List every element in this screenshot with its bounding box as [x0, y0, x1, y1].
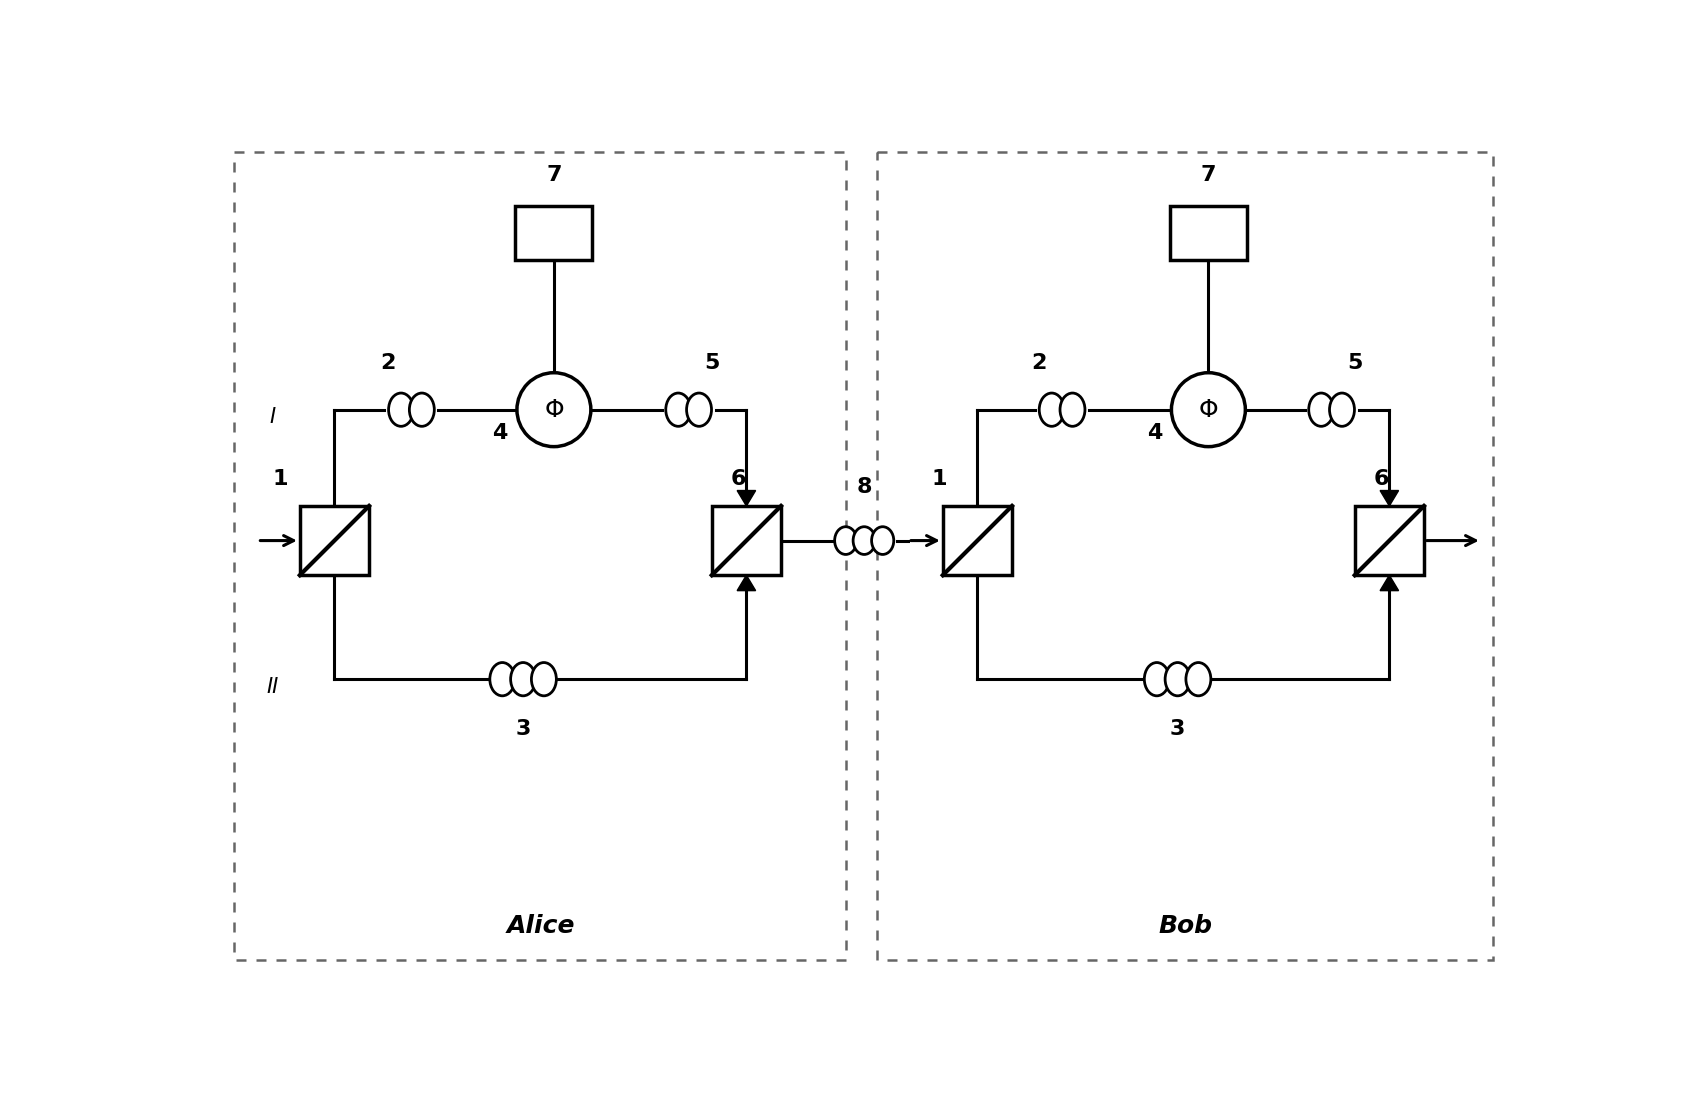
- Bar: [1355, 506, 1424, 575]
- Text: II: II: [267, 677, 278, 697]
- Text: 1: 1: [931, 469, 946, 489]
- Text: 4: 4: [1147, 423, 1162, 443]
- Ellipse shape: [489, 662, 515, 696]
- Text: 3: 3: [1169, 719, 1186, 740]
- Bar: [943, 506, 1012, 575]
- Ellipse shape: [1309, 393, 1334, 426]
- Bar: [1169, 205, 1247, 259]
- Ellipse shape: [687, 393, 712, 426]
- Ellipse shape: [388, 393, 413, 426]
- Ellipse shape: [872, 527, 894, 554]
- Polygon shape: [1380, 490, 1399, 506]
- Ellipse shape: [410, 393, 434, 426]
- Ellipse shape: [511, 662, 535, 696]
- Polygon shape: [737, 575, 756, 591]
- Text: 6: 6: [730, 469, 746, 489]
- Ellipse shape: [531, 662, 557, 696]
- Text: 8: 8: [857, 477, 872, 497]
- Ellipse shape: [854, 527, 876, 554]
- Text: 6: 6: [1373, 469, 1390, 489]
- Text: 3: 3: [516, 719, 531, 740]
- Circle shape: [1171, 373, 1245, 447]
- Ellipse shape: [1039, 393, 1064, 426]
- Text: 7: 7: [1201, 164, 1216, 184]
- Text: 2: 2: [381, 353, 396, 373]
- Ellipse shape: [666, 393, 690, 426]
- Ellipse shape: [1329, 393, 1355, 426]
- Ellipse shape: [835, 527, 857, 554]
- Ellipse shape: [1144, 662, 1169, 696]
- Text: 4: 4: [493, 423, 508, 443]
- Bar: [300, 506, 369, 575]
- Text: $\Phi$: $\Phi$: [543, 397, 563, 422]
- Text: Alice: Alice: [506, 914, 575, 937]
- Text: 7: 7: [547, 164, 562, 184]
- Text: 5: 5: [703, 353, 719, 373]
- Text: Bob: Bob: [1159, 914, 1213, 937]
- Text: $\Phi$: $\Phi$: [1198, 397, 1218, 422]
- Ellipse shape: [1186, 662, 1211, 696]
- Polygon shape: [737, 490, 756, 506]
- Ellipse shape: [1059, 393, 1085, 426]
- Circle shape: [516, 373, 590, 447]
- Text: 2: 2: [1031, 353, 1046, 373]
- Text: 5: 5: [1346, 353, 1363, 373]
- Ellipse shape: [1166, 662, 1189, 696]
- Polygon shape: [1380, 575, 1399, 591]
- Text: 1: 1: [273, 469, 288, 489]
- Bar: [712, 506, 781, 575]
- Text: I: I: [270, 407, 277, 427]
- Bar: [516, 205, 592, 259]
